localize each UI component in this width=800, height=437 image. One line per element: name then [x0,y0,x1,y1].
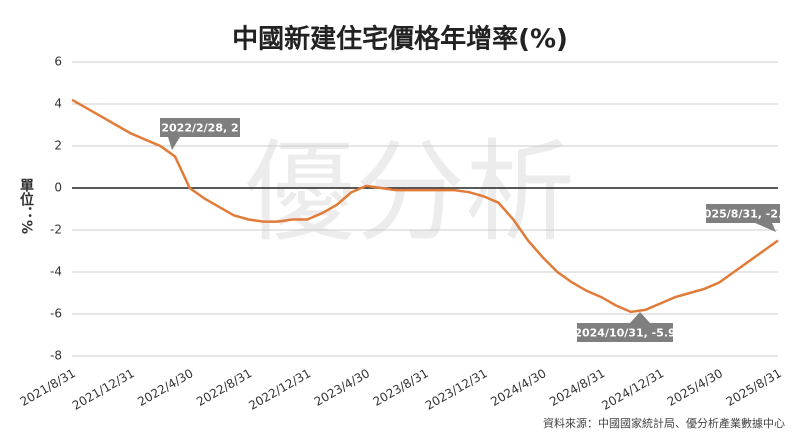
x-tick-label: 2021/8/31 [18,366,78,409]
x-tick-label: 2023/8/31 [371,366,431,409]
annotation-label: 2025/8/31, -2.5 [696,208,790,221]
annotation-pointer [168,137,180,150]
x-tick-label: 2024/4/30 [488,366,548,409]
x-tick-label: 2024/8/31 [547,366,607,409]
x-tick-label: 2025/8/31 [724,366,784,409]
annotation-label: 2022/2/28, 2 [161,122,238,135]
y-tick-label: 2 [54,139,62,153]
x-tick-label: 2024/12/31 [599,366,666,413]
x-tick-label: 2022/8/31 [194,366,254,409]
y-tick-label: -4 [50,265,62,279]
x-tick-label: 2022/12/31 [246,366,313,413]
y-axis-label: 單位：% [18,178,34,234]
x-tick-label: 2023/4/30 [312,366,372,409]
y-tick-label: 6 [54,55,62,69]
y-tick-label: 4 [54,97,62,111]
y-tick-label: -8 [50,349,62,363]
series-line [71,98,779,314]
watermark: 優分析 [245,128,575,256]
y-tick-label: 0 [54,181,62,195]
x-tick-label: 2023/12/31 [423,366,490,413]
x-tick-label: 2021/12/31 [70,366,137,413]
source-note: 資料來源：中國國家統計局、優分析產業數據中心 [543,416,785,430]
annotation-label: 2024/10/31, -5.9 [574,327,675,340]
x-tick-label: 2025/4/30 [665,366,725,409]
y-tick-label: -6 [50,307,62,321]
annotation-box [706,204,780,223]
y-tick-label: -2 [50,223,62,237]
annotation-box [577,323,673,342]
chart-title: 中國新建住宅價格年增率(%) [232,24,568,55]
annotation-pointer [630,312,650,323]
annotation-pointer [755,223,776,232]
annotation-box [160,118,240,137]
x-tick-label: 2022/4/30 [135,366,195,409]
